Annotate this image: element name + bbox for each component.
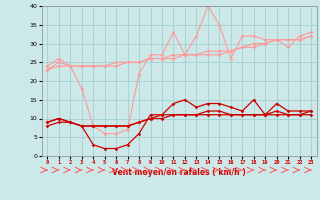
X-axis label: Vent moyen/en rafales ( km/h ): Vent moyen/en rafales ( km/h ) (112, 168, 246, 177)
